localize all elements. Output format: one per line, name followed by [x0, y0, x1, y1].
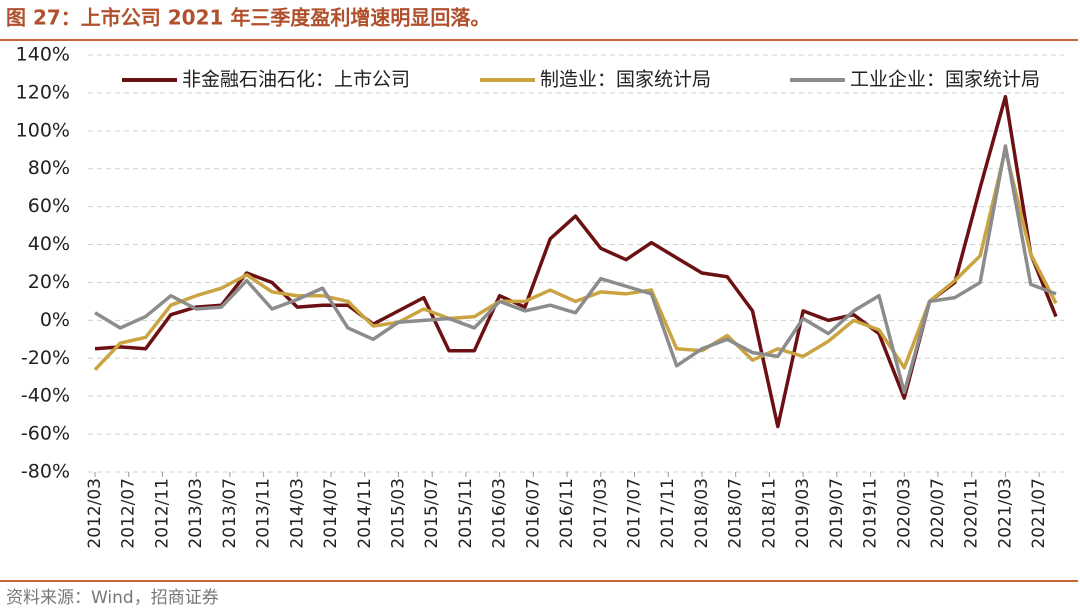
x-tick-label: 2019/11 [861, 478, 881, 549]
x-tick-label: 2017/03 [591, 478, 611, 549]
x-tick-label: 2013/07 [220, 478, 240, 549]
x-tick-label: 2018/03 [692, 478, 712, 549]
x-tick-label: 2012/11 [152, 478, 172, 549]
y-tick-label: 120% [16, 81, 70, 103]
x-tick-label: 2015/03 [388, 478, 408, 549]
y-tick-label: 140% [16, 44, 70, 66]
x-tick-label: 2015/07 [422, 478, 442, 549]
y-tick-label: 40% [28, 233, 70, 255]
legend-label: 工业企业：国家统计局 [850, 69, 1040, 91]
series-line [94, 94, 1058, 429]
x-tick-label: 2017/11 [658, 478, 678, 549]
x-tick-label: 2016/11 [557, 478, 577, 549]
y-tick-label: -40% [21, 385, 70, 407]
series-line [94, 144, 1057, 395]
x-tick-label: 2014/03 [287, 478, 307, 549]
y-tick-label: 100% [16, 119, 70, 141]
x-tick-label: 2019/03 [793, 478, 813, 549]
x-tick-label: 2018/07 [726, 478, 746, 549]
x-tick-label: 2020/07 [928, 478, 948, 549]
x-tick-label: 2014/07 [321, 478, 341, 549]
y-tick-label: -80% [21, 461, 70, 483]
x-tick-label: 2015/11 [456, 478, 476, 549]
legend-label: 制造业：国家统计局 [540, 69, 711, 91]
x-tick-label: 2013/03 [186, 478, 206, 549]
x-tick-label: 2012/07 [119, 478, 139, 549]
x-tick-label: 2016/03 [490, 478, 510, 549]
chart-title: 图 27：上市公司 2021 年三季度盈利增速明显回落。 [6, 6, 490, 30]
x-tick-label: 2012/03 [85, 478, 105, 549]
y-tick-label: 60% [28, 195, 70, 217]
x-tick-label: 2018/11 [759, 478, 779, 549]
y-tick-label: 0% [40, 309, 70, 331]
x-tick-label: 2019/07 [827, 478, 847, 549]
x-tick-label: 2014/11 [355, 478, 375, 549]
x-tick-label: 2020/11 [962, 478, 982, 549]
x-tick-label: 2021/03 [995, 478, 1015, 549]
x-tick-label: 2020/03 [894, 478, 914, 549]
series-line [93, 148, 1058, 371]
x-tick-label: 2017/07 [625, 478, 645, 549]
x-tick-label: 2013/11 [254, 478, 274, 549]
x-tick-label: 2021/07 [1029, 478, 1049, 549]
y-tick-label: 20% [28, 271, 70, 293]
y-tick-label: 80% [28, 157, 70, 179]
legend-label: 非金融石油石化：上市公司 [182, 69, 410, 91]
y-tick-label: -20% [21, 347, 70, 369]
y-tick-label: -60% [21, 423, 70, 445]
source: 资料来源：Wind，招商证券 [6, 588, 219, 608]
x-tick-label: 2016/07 [523, 478, 543, 549]
